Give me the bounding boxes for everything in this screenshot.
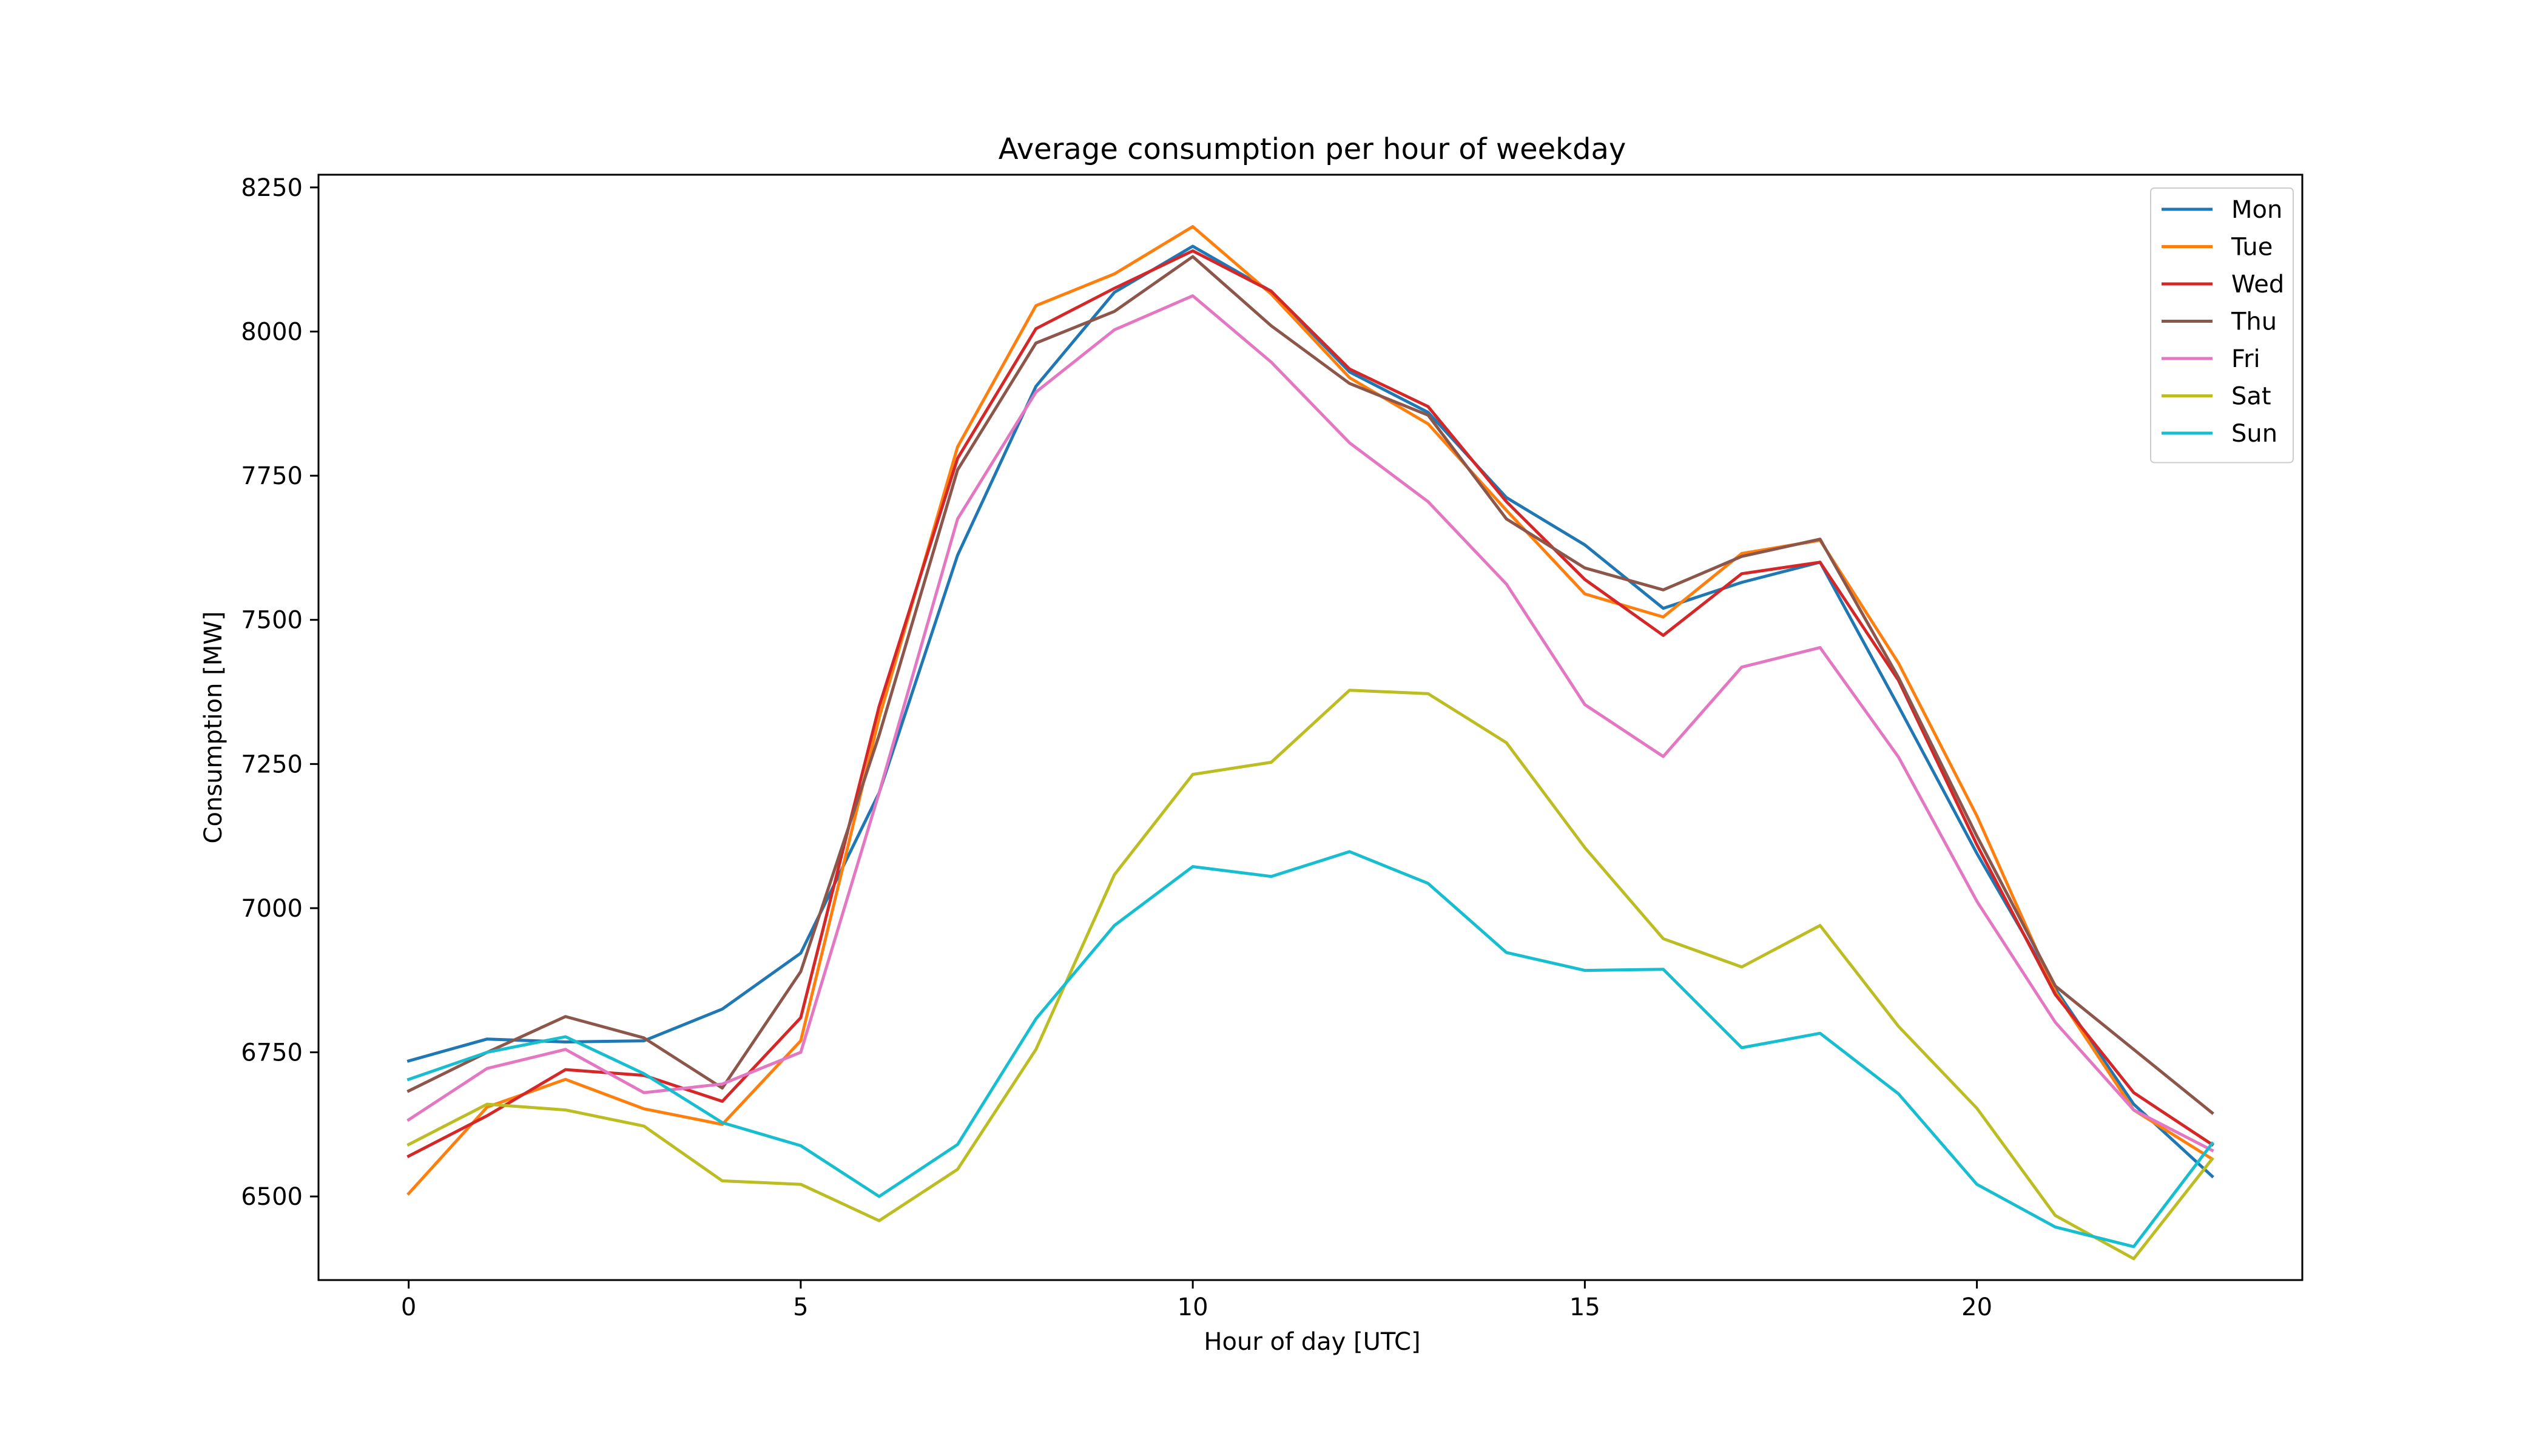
y-tick-label: 6500: [241, 1183, 303, 1211]
legend-label-thu: Thu: [2231, 308, 2277, 336]
legend-label-sun: Sun: [2231, 420, 2277, 448]
y-axis-label: Consumption [MW]: [200, 612, 228, 844]
x-axis: 0 5 10 15 20: [401, 1280, 1992, 1321]
legend-label-fri: Fri: [2231, 345, 2260, 373]
legend-label-tue: Tue: [2231, 234, 2273, 261]
x-tick-label: 10: [1178, 1293, 1208, 1321]
series-line-sat: [406, 689, 2214, 1261]
y-tick-label: 8000: [241, 318, 303, 346]
y-tick-label: 6750: [241, 1039, 303, 1067]
axes-frame: [317, 174, 2304, 1281]
series-line-thu: [406, 255, 2214, 1115]
y-axis: 6500 6750 7000 7250 7500 7750 8000 8250: [241, 174, 318, 1211]
plot-area: [406, 225, 2214, 1261]
series-line-fri: [406, 294, 2214, 1153]
y-tick-label: 7500: [241, 607, 303, 635]
x-tick-label: 5: [793, 1293, 808, 1321]
series-line-wed: [406, 249, 2214, 1159]
chart-title: Average consumption per hour of weekday: [999, 132, 1626, 166]
y-tick-label: 7750: [241, 462, 303, 490]
x-tick-label: 15: [1569, 1293, 1600, 1321]
y-tick-label: 7250: [241, 750, 303, 778]
legend-label-wed: Wed: [2231, 271, 2284, 298]
series-line-tue: [406, 225, 2214, 1196]
x-tick-label: 0: [401, 1293, 416, 1321]
legend-box: [2150, 187, 2294, 463]
legend: Mon Tue Wed Thu Fri Sat Sun: [2150, 187, 2294, 463]
series-line-sun: [406, 850, 2214, 1249]
x-axis-label: Hour of day [UTC]: [1204, 1328, 1420, 1356]
x-tick-label: 20: [1961, 1293, 1992, 1321]
y-tick-label: 7000: [241, 895, 303, 923]
legend-label-mon: Mon: [2231, 196, 2282, 224]
y-tick-label: 8250: [241, 174, 303, 202]
legend-label-sat: Sat: [2231, 383, 2271, 411]
